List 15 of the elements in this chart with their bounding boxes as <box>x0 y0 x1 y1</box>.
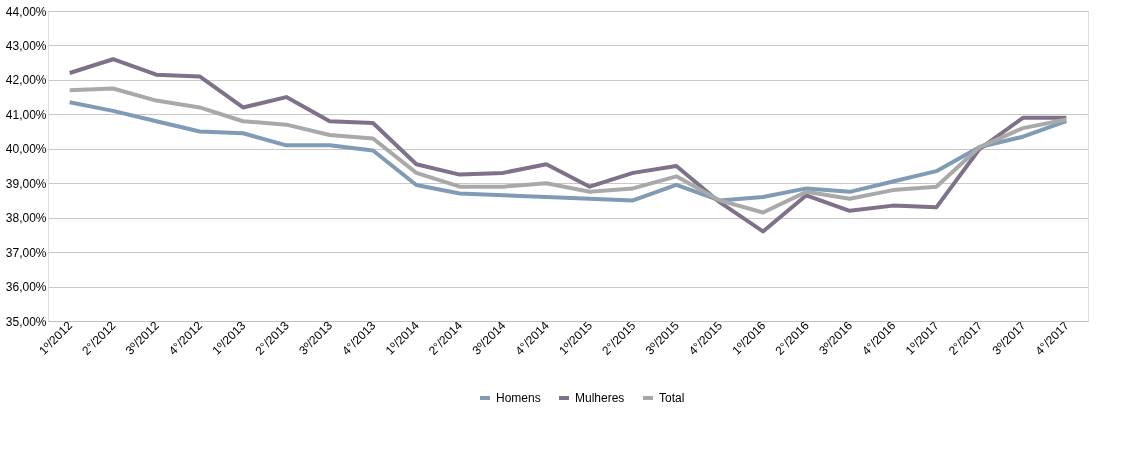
y-tick-label: 36,00% <box>5 280 47 295</box>
legend-label: Total <box>659 391 685 405</box>
line-series <box>67 100 1069 203</box>
y-tick-label: 37,00% <box>5 245 47 260</box>
y-tick-label: 44,00% <box>5 4 47 19</box>
legend-label: Homens <box>496 391 541 405</box>
y-tick-label: 42,00% <box>5 73 47 88</box>
y-tick-label: 39,00% <box>5 176 47 191</box>
y-tick-label: 43,00% <box>5 38 47 53</box>
y-tick-label: 40,00% <box>5 142 47 157</box>
line-series <box>67 86 1069 215</box>
y-tick-label: 41,00% <box>5 107 47 122</box>
y-tick-label: 38,00% <box>5 211 47 226</box>
line-series <box>67 57 1069 234</box>
legend-label: Mulheres <box>575 391 625 405</box>
